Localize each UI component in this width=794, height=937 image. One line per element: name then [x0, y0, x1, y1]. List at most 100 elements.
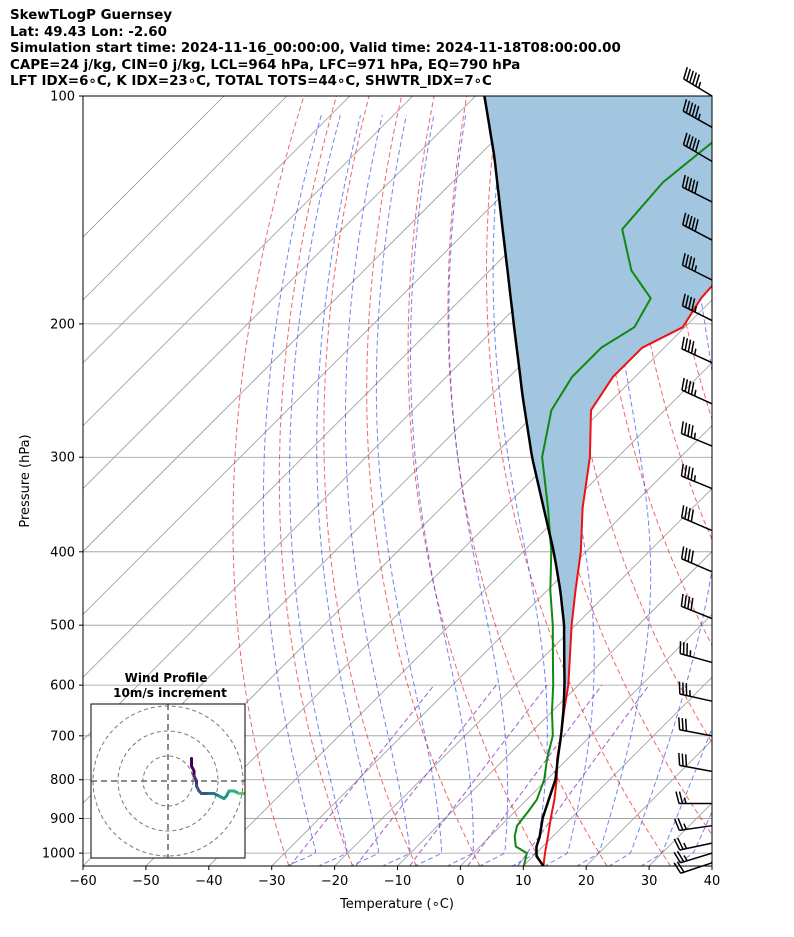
- moist-adiabat: [410, 115, 474, 866]
- moist-adiabat: [576, 115, 652, 866]
- wind-barb-flag: [691, 179, 696, 193]
- chart-header: SkewTLogP Guernsey Lat: 49.43 Lon: -2.60…: [10, 8, 621, 91]
- wind-barb-half-flag: [694, 265, 698, 272]
- wind-barb-flag: [687, 549, 691, 562]
- index-line: LFT IDX=6∘C, K IDX=23∘C, TOTAL TOTS=44∘C…: [10, 74, 492, 90]
- wind-barb-flag: [682, 212, 687, 226]
- hodograph-inset: Wind Profile 10m/s increment: [90, 671, 257, 859]
- wind-barb-flag: [680, 546, 685, 559]
- wind-barb-flag: [690, 597, 694, 611]
- hodograph-segment: [247, 806, 252, 811]
- wind-barb-flag: [681, 253, 686, 266]
- wind-barb-flag: [678, 791, 684, 804]
- x-axis-label: Temperature (∘C): [339, 897, 454, 912]
- wind-barb-flag: [684, 338, 689, 351]
- wind-barb: [678, 752, 713, 773]
- hodograph-trace: [190, 757, 257, 811]
- wind-barb-flag: [691, 72, 698, 85]
- wind-barb-flag: [684, 295, 690, 308]
- wind-barb-shaft: [681, 516, 713, 532]
- y-axis-label: Pressure (hPa): [18, 434, 33, 527]
- y-tick-label: 200: [50, 317, 75, 332]
- hodograph-ring: [92, 705, 244, 857]
- hodograph-frame: [90, 703, 246, 859]
- wind-barb: [673, 850, 713, 864]
- wind-barb-shaft: [682, 224, 713, 241]
- moist-adiabat: [316, 115, 380, 866]
- wind-barb-flag: [690, 382, 695, 395]
- wind-barb-flag: [681, 336, 685, 350]
- wind-barb-flag: [680, 593, 684, 607]
- wind-barb-shaft: [680, 862, 713, 874]
- wind-barb-flag: [681, 717, 684, 731]
- wind-barb-flag: [694, 105, 700, 119]
- wind-barb-half-flag: [683, 855, 688, 862]
- wind-barb-shaft: [679, 729, 713, 737]
- y-tick-label: 900: [50, 812, 75, 827]
- wind-barb-flag: [687, 596, 691, 609]
- wind-barb-flag: [685, 100, 691, 114]
- wind-barb-flag: [688, 70, 695, 83]
- wind-barb-flag: [694, 139, 700, 153]
- wind-barb-shaft: [683, 144, 713, 163]
- wind-barb-flag: [688, 215, 693, 229]
- wind-barb-half-flag: [693, 389, 697, 397]
- moist-adiabat: [345, 115, 411, 866]
- mixing-ratio-line: [409, 684, 548, 866]
- isotherm-line: [460, 613, 712, 866]
- cape-line: CAPE=24 j/kg, CIN=0 j/kg, LCL=964 hPa, L…: [10, 57, 521, 73]
- wind-barb-flag: [691, 137, 697, 151]
- wind-barb: [680, 505, 713, 532]
- wind-barb-flag: [688, 136, 694, 149]
- wind-barb-shaft: [681, 475, 713, 490]
- wind-barb-flag: [675, 791, 680, 804]
- wind-barb: [682, 99, 713, 128]
- dry-adiabat: [407, 96, 544, 866]
- x-tick-label: 20: [578, 874, 595, 889]
- hodograph-rings: [91, 704, 245, 858]
- wind-barb-flag: [682, 132, 688, 145]
- wind-barb-flag: [683, 422, 688, 436]
- dry-adiabat: [760, 96, 794, 866]
- hodograph-title: Wind Profile: [125, 671, 208, 685]
- isotherm-line: [208, 362, 712, 866]
- wind-barb-flag: [673, 851, 682, 864]
- wind-barb-flag: [688, 178, 693, 191]
- wind-barb-flag: [680, 463, 684, 477]
- wind-barb: [680, 593, 713, 620]
- wind-barb-shaft: [679, 824, 713, 832]
- wind-barb-flag: [678, 717, 681, 730]
- hodograph-segment: [252, 801, 257, 806]
- dry-adiabat: [366, 96, 481, 866]
- wind-barb-flag: [691, 104, 697, 117]
- x-axis-ticks: −60 −50 −40 −30 −20 −10 0 10 20 30 40: [69, 866, 720, 889]
- wind-barb-flag: [683, 595, 688, 608]
- wind-barb-flag: [690, 467, 694, 481]
- wind-barb-half-flag: [693, 475, 697, 482]
- isotherm-line: [83, 96, 539, 553]
- isotherm-line: [83, 96, 351, 364]
- wind-barb: [675, 791, 712, 805]
- y-tick-label: 700: [50, 729, 75, 744]
- wind-barb-half-flag: [693, 432, 697, 439]
- wind-barb-half-flag: [694, 305, 698, 313]
- wind-barb: [681, 377, 713, 405]
- wind-barb-flag: [682, 99, 688, 112]
- hodograph-segment: [254, 799, 257, 802]
- hodograph-segment: [249, 794, 252, 797]
- chart-title: SkewTLogP Guernsey: [10, 8, 173, 23]
- parcel-line: [483, 96, 566, 866]
- wind-barb-flag: [684, 379, 689, 392]
- y-tick-label: 100: [50, 90, 75, 105]
- isotherm-line: [271, 425, 712, 866]
- wind-barb-flag: [687, 508, 691, 521]
- wind-barb-shaft: [682, 305, 713, 322]
- wind-barb: [680, 546, 713, 573]
- wind-barb-flag: [694, 219, 699, 232]
- wind-barb-shaft: [681, 348, 713, 364]
- wind-barb-flag: [690, 425, 694, 438]
- hodograph-segment: [252, 796, 255, 799]
- moist-adiabat: [608, 115, 712, 866]
- temperature-line: [542, 284, 712, 866]
